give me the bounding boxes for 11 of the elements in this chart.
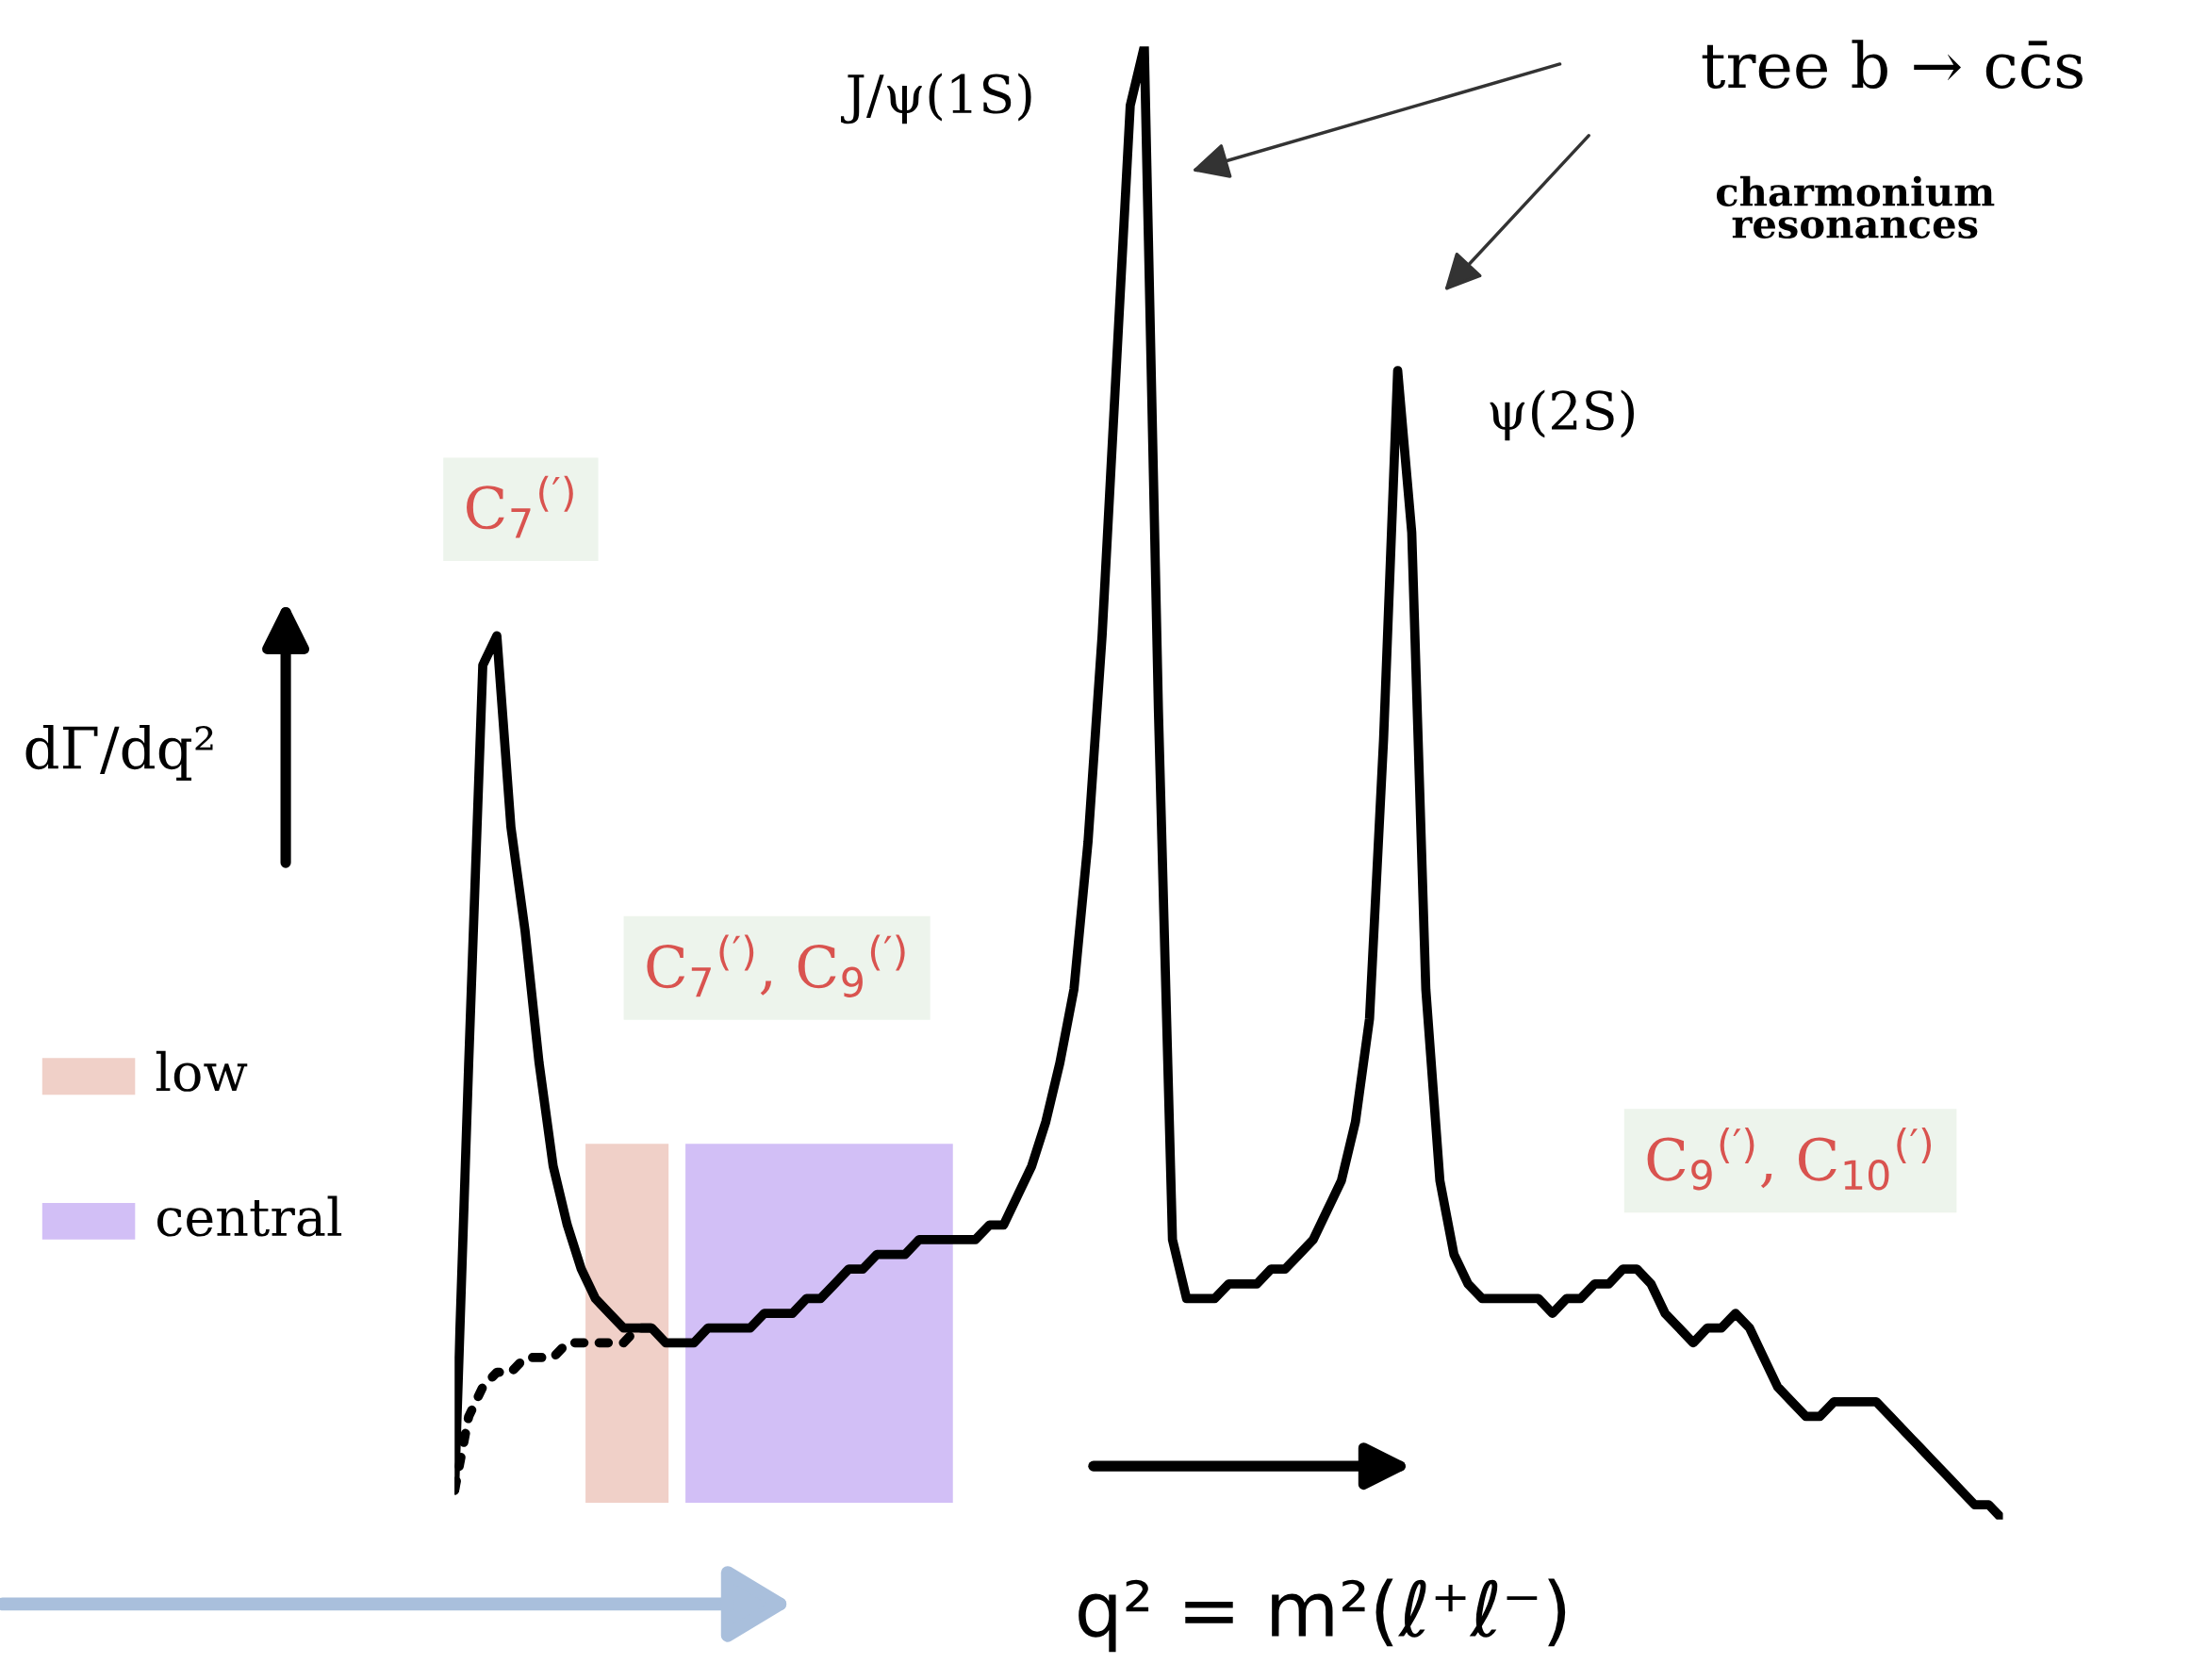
text: low (156, 1050, 248, 1092)
x-axis-title: q² = m²(ℓ⁺ℓ⁻) (1079, 1578, 1566, 1653)
annotation: charmonium resonances (1716, 175, 1995, 239)
annotation: C$_{7}$$^{(′)}$, C$_{9}$$^{(′)}$ (647, 934, 905, 997)
annotation: tree b → cc̄s (1702, 40, 2083, 89)
text: central (157, 1195, 342, 1237)
annotation: C$_{7}$$^{(′)}$ (467, 475, 573, 538)
annotation: J/ψ(1S) (840, 73, 1031, 124)
annotation: C$_{9}$$^{(′)}$, C$_{10}$$^{(′)}$ (1647, 1127, 1932, 1191)
y-axis-title: dΓ/dq² (25, 724, 213, 782)
annotation: ψ(2S) (1490, 389, 1634, 441)
